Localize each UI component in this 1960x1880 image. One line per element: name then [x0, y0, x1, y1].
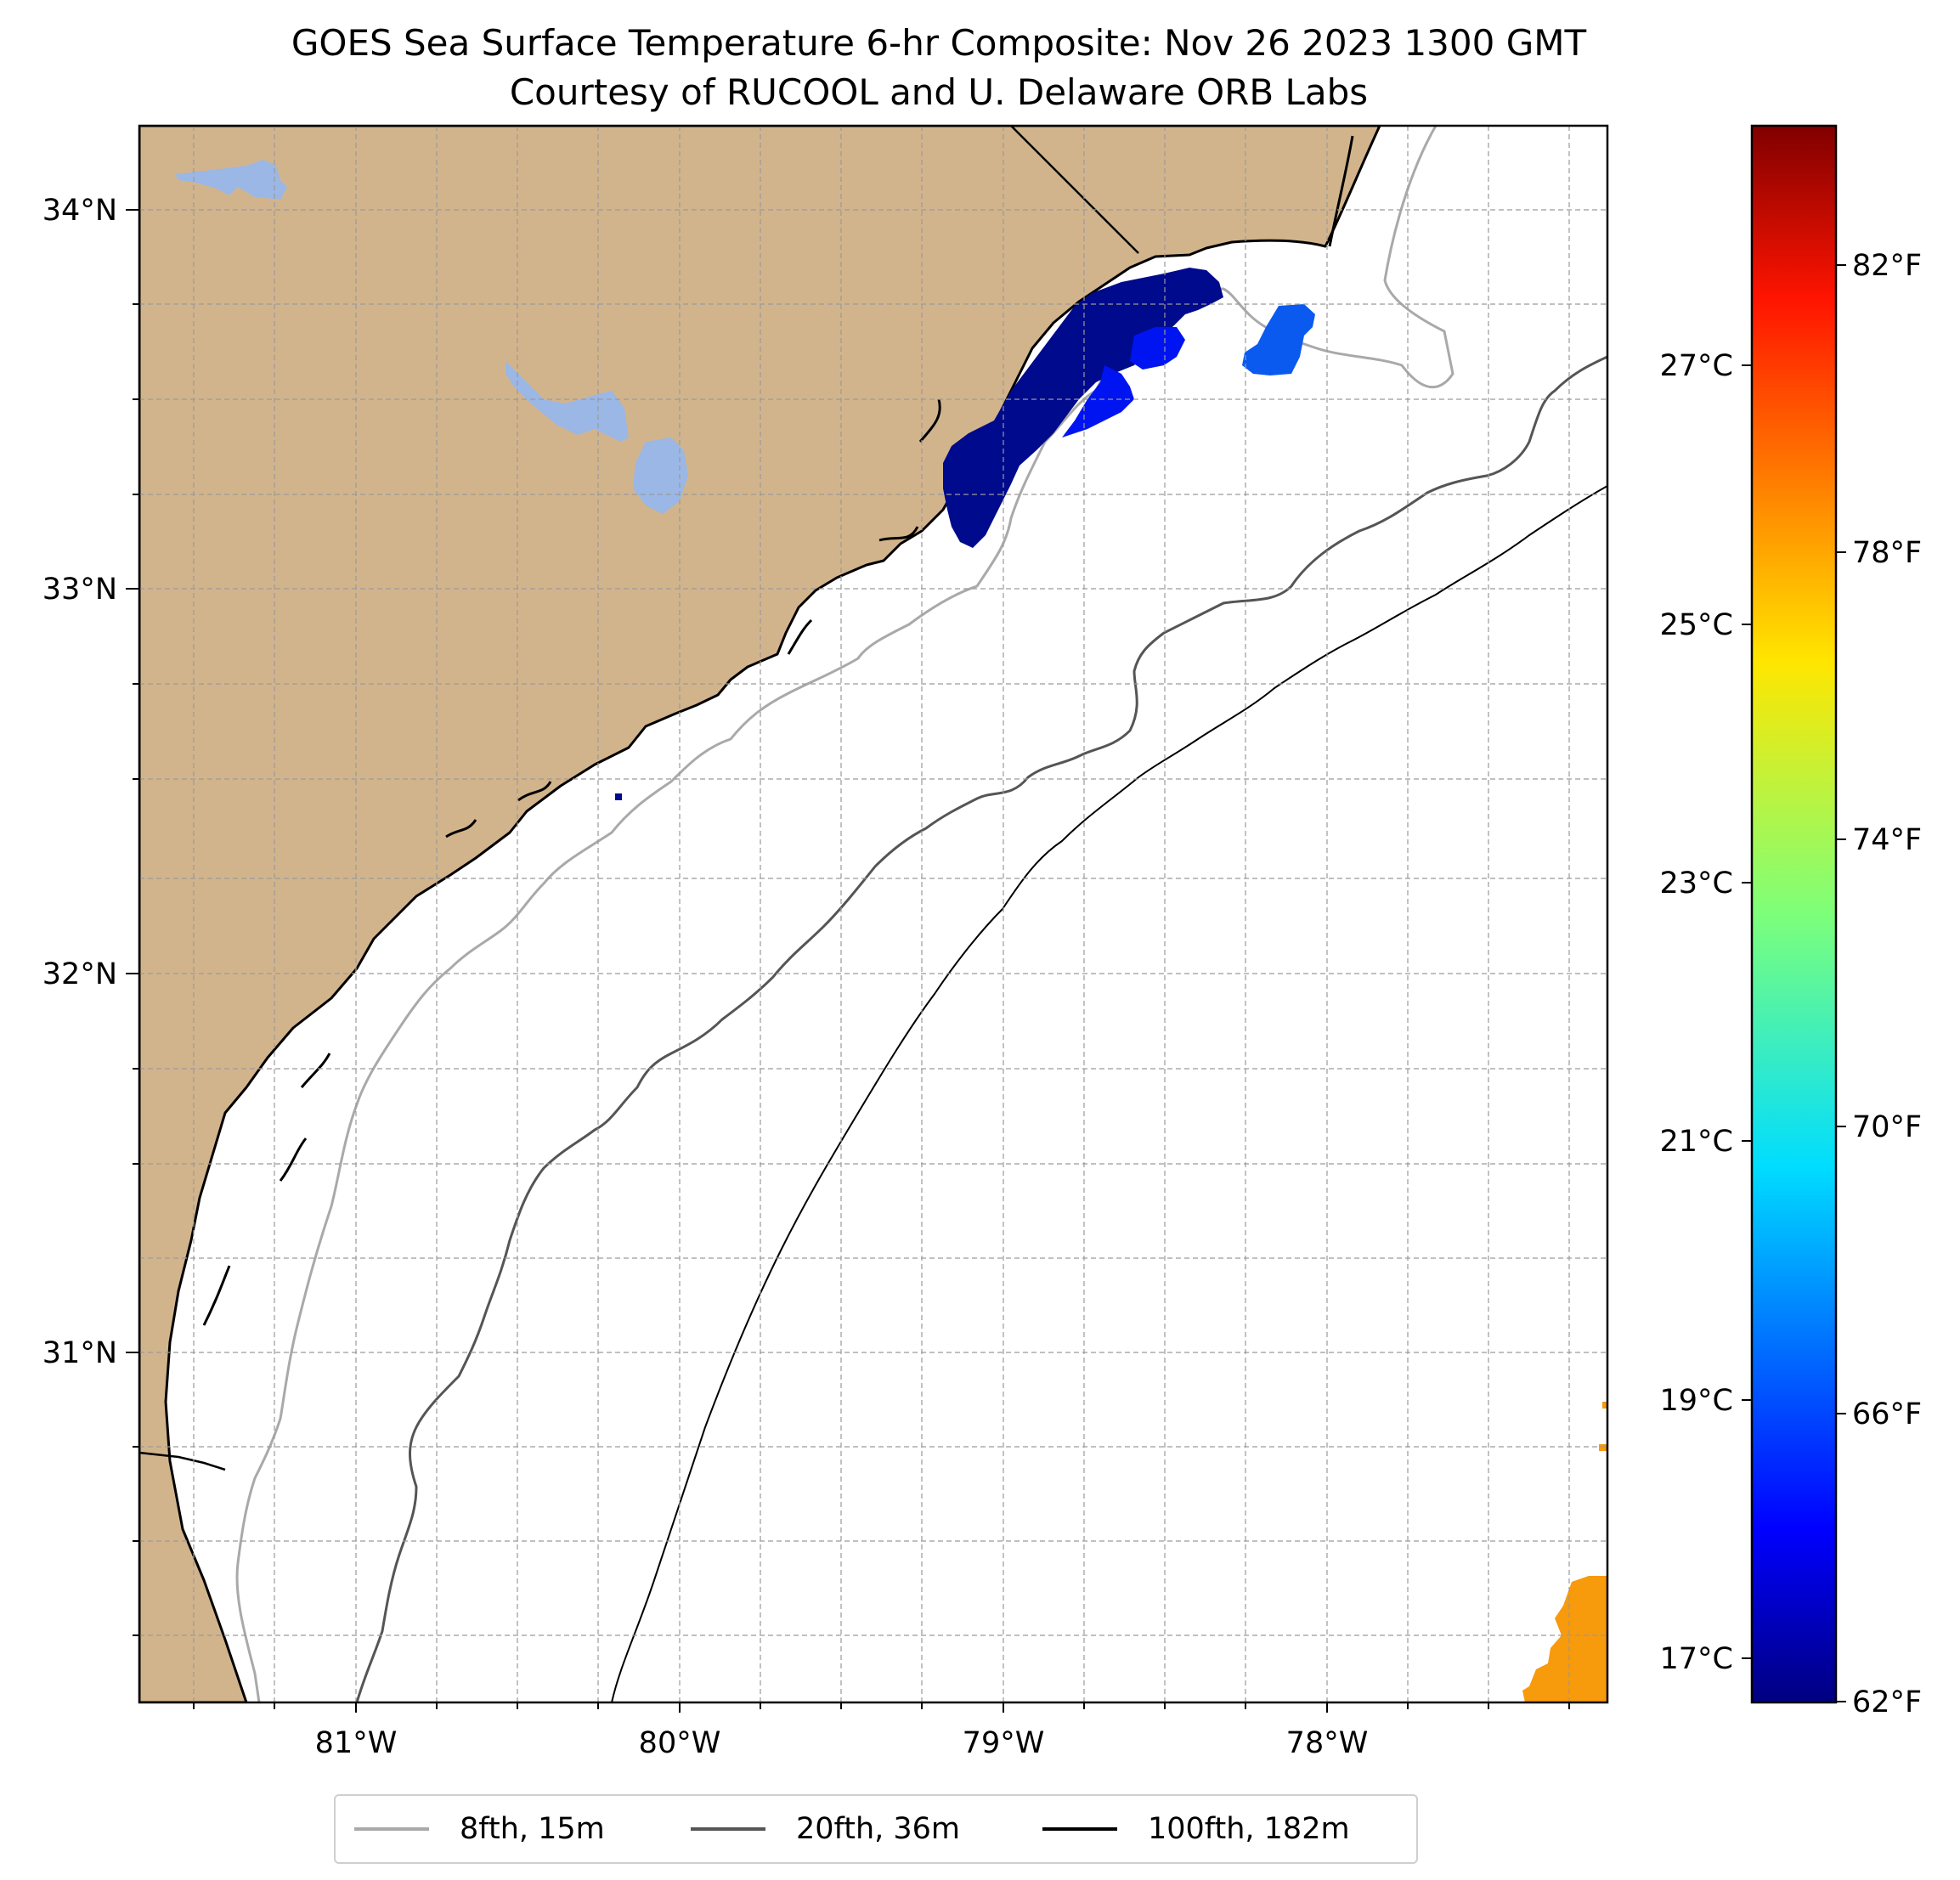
state-border-ga	[139, 1451, 226, 1471]
map-frame	[138, 124, 1609, 1704]
fahrenheit-tick-label: 78°F	[1852, 536, 1922, 570]
sst-patch-cold-east	[1242, 304, 1315, 375]
lon-tick-label: 81°W	[315, 1726, 398, 1760]
fahrenheit-tick-label: 70°F	[1852, 1110, 1922, 1144]
lon-tick-label: 79°W	[963, 1726, 1045, 1760]
coastline-islands	[202, 135, 1354, 1326]
celsius-tick-label: 23°C	[1660, 867, 1733, 900]
colorbar-celsius-ticks	[1742, 364, 1752, 1659]
lat-tick-marks	[126, 209, 139, 1636]
legend-item-20fth: 20fth, 36m	[691, 1796, 960, 1862]
figure-title: GOES Sea Surface Temperature 6-hr Compos…	[291, 22, 1587, 64]
celsius-tick-label: 17°C	[1660, 1642, 1733, 1676]
legend-swatch-20fth	[691, 1827, 765, 1831]
land-mainland	[139, 126, 1381, 1702]
fahrenheit-tick-label: 82°F	[1852, 249, 1922, 283]
lake-marion	[175, 160, 287, 200]
legend-label: 20fth, 36m	[796, 1812, 961, 1846]
fahrenheit-tick-label: 74°F	[1852, 823, 1922, 857]
state-border	[1010, 126, 1139, 254]
lon-tick-label: 80°W	[639, 1726, 721, 1760]
celsius-tick-label: 25°C	[1660, 608, 1733, 642]
fahrenheit-tick-label: 66°F	[1852, 1397, 1922, 1431]
legend-item-100fth: 100fth, 182m	[1042, 1796, 1350, 1862]
lake-moultrie-south	[633, 438, 688, 514]
sst-patches	[615, 268, 1607, 1702]
lon-tick-label: 78°W	[1286, 1726, 1369, 1760]
fahrenheit-tick-label: 62°F	[1852, 1685, 1922, 1719]
sst-pixel-warm-2	[1599, 1444, 1607, 1451]
colorbar: 27°C 25°C 23°C 21°C 19°C 17°C 82°F 78°F …	[1660, 124, 1922, 1719]
gridlines	[139, 126, 1607, 1702]
lat-tick-label: 34°N	[42, 194, 117, 228]
legend-swatch-100fth	[1042, 1827, 1117, 1831]
colorbar-fahrenheit-ticks	[1836, 264, 1846, 1702]
lon-tick-marks	[193, 1702, 1570, 1713]
lat-tick-label: 33°N	[42, 573, 117, 607]
map-panel	[139, 126, 1607, 1702]
lakes	[175, 160, 688, 514]
legend-label: 8fth, 15m	[460, 1812, 605, 1846]
sst-pixel	[615, 793, 622, 800]
lat-tick-label: 32°N	[42, 957, 117, 991]
colorbar-celsius-labels: 27°C 25°C 23°C 21°C 19°C 17°C	[1660, 349, 1733, 1676]
lon-tick-labels: 81°W 80°W 79°W 78°W	[315, 1726, 1369, 1760]
sst-patch-warm	[1522, 1576, 1607, 1702]
legend-label: 100fth, 182m	[1148, 1812, 1350, 1846]
colorbar-gradient	[1750, 124, 1838, 1704]
figure-subtitle: Courtesy of RUCOOL and U. Delaware ORB L…	[509, 71, 1369, 113]
lat-tick-labels: 34°N 33°N 32°N 31°N	[42, 194, 117, 1370]
lat-tick-label: 31°N	[42, 1336, 117, 1370]
lake-moultrie-north	[506, 361, 629, 442]
celsius-tick-label: 27°C	[1660, 349, 1733, 383]
legend-swatch-8fth	[354, 1827, 429, 1831]
isobath-20fth	[355, 355, 1607, 1702]
sst-pixel-warm-1	[1602, 1402, 1607, 1409]
celsius-tick-label: 21°C	[1660, 1125, 1733, 1159]
legend-item-8fth: 8fth, 15m	[354, 1796, 605, 1862]
isobath-100fth	[611, 485, 1607, 1702]
legend: 8fth, 15m 20fth, 36m 100fth, 182m	[334, 1794, 1418, 1864]
sst-patch-cold-mid	[1062, 327, 1185, 438]
colorbar-fahrenheit-labels: 82°F 78°F 74°F 70°F 66°F 62°F	[1852, 249, 1922, 1719]
celsius-tick-label: 19°C	[1660, 1384, 1733, 1418]
